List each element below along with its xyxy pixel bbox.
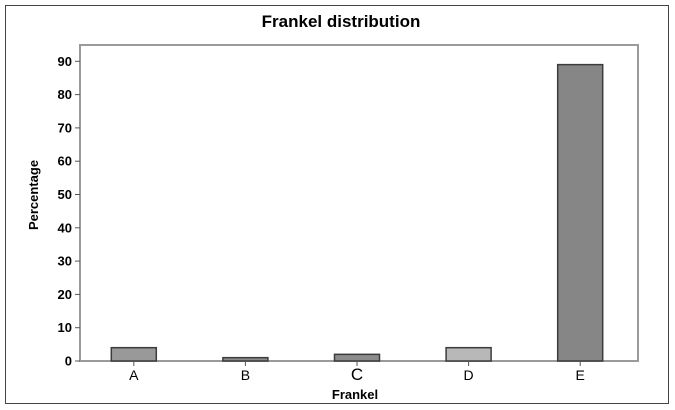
y-axis: 0 10 20 30 40 50 60 70 80 90 — [58, 54, 80, 369]
y-tick-label: 0 — [65, 354, 72, 369]
plot-area — [79, 44, 639, 362]
x-axis-label: Frankel — [332, 387, 378, 402]
x-tick-label: D — [464, 367, 474, 383]
bar-a — [110, 346, 158, 362]
y-tick-label: 60 — [58, 154, 72, 169]
y-tick-label: 70 — [58, 120, 72, 135]
x-tick-label: A — [129, 367, 139, 383]
y-tick-label: 80 — [58, 87, 72, 102]
x-axis: A B C D E — [129, 361, 585, 384]
bars-group — [110, 63, 604, 362]
bar-c — [333, 353, 381, 362]
y-tick-label: 30 — [58, 254, 72, 269]
x-tick-label: E — [576, 367, 585, 383]
x-tick-label: C — [351, 365, 363, 384]
chart-title: Frankel distribution — [262, 12, 421, 31]
y-tick-label: 10 — [58, 320, 72, 335]
y-axis-label: Percentage — [26, 160, 41, 230]
x-tick-label: B — [241, 367, 250, 383]
bar-d — [445, 346, 492, 362]
y-tick-label: 40 — [58, 220, 72, 235]
bar-e — [556, 63, 604, 362]
y-tick-label: 90 — [58, 54, 72, 69]
bar-b — [222, 356, 269, 362]
y-tick-label: 50 — [58, 187, 72, 202]
y-tick-label: 20 — [58, 287, 72, 302]
